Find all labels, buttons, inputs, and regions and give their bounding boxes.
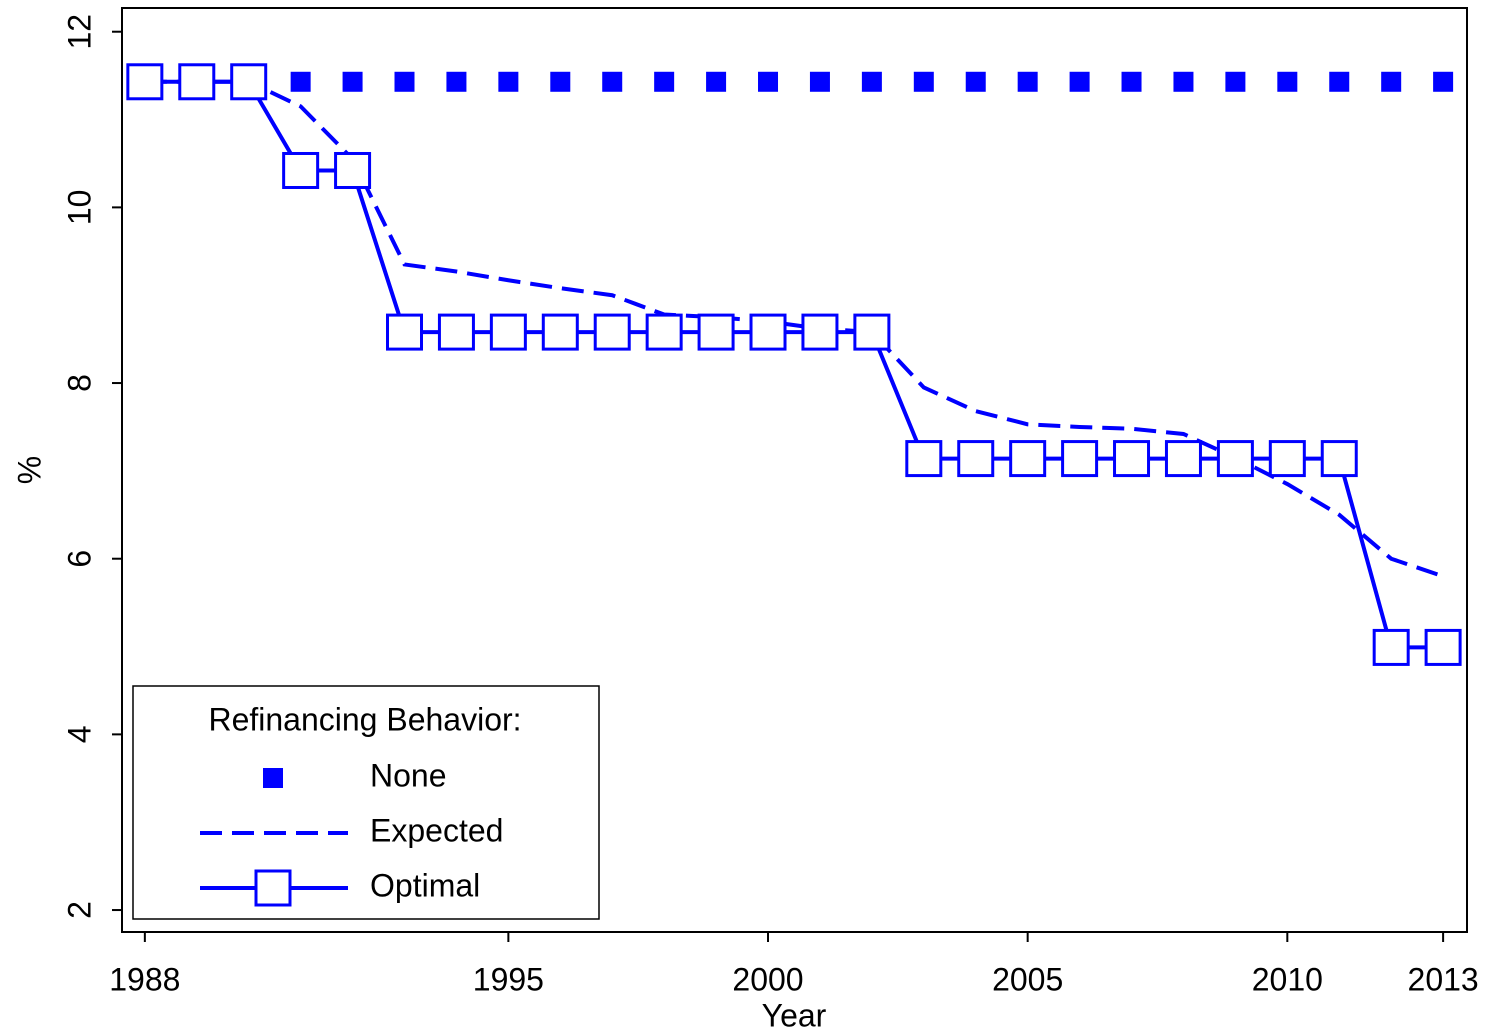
marker	[1061, 440, 1099, 478]
marker	[1381, 71, 1402, 92]
marker	[1268, 440, 1306, 478]
marker	[1069, 71, 1090, 92]
legend-marker	[263, 768, 283, 788]
legend-label: None	[370, 757, 447, 793]
legend: Refinancing Behavior: None Expected Optima…	[132, 685, 600, 920]
marker	[550, 71, 571, 92]
x-tick-label: 2005	[992, 961, 1063, 997]
marker	[1225, 71, 1246, 92]
y-tick-label: 10	[61, 190, 97, 226]
legend-title: Refinancing Behavior:	[208, 701, 521, 737]
marker	[1329, 71, 1350, 92]
y-tick-label: 4	[61, 725, 97, 743]
legend-marker	[254, 869, 292, 907]
marker	[334, 151, 372, 189]
x-tick-label: 2013	[1408, 961, 1479, 997]
plot-area	[126, 63, 1462, 666]
marker	[957, 440, 995, 478]
marker	[913, 71, 934, 92]
y-tick-label: 8	[61, 374, 97, 392]
marker	[1173, 71, 1194, 92]
y-tick-label: 6	[61, 550, 97, 568]
marker	[386, 313, 424, 351]
marker	[1320, 440, 1358, 478]
marker	[1164, 440, 1202, 478]
marker	[809, 71, 830, 92]
legend-label: Expected	[370, 812, 503, 848]
marker	[801, 313, 839, 351]
marker	[498, 71, 519, 92]
marker	[697, 313, 735, 351]
y-axis-title: %	[11, 456, 47, 484]
marker	[394, 71, 415, 92]
legend-label: Optimal	[370, 867, 480, 903]
y-tick-label: 2	[61, 901, 97, 919]
x-tick-label: 1995	[473, 961, 544, 997]
marker	[230, 63, 268, 101]
marker	[654, 71, 675, 92]
y-tick-label: 12	[61, 14, 97, 50]
marker	[541, 313, 579, 351]
legend-box	[132, 685, 600, 920]
marker	[706, 71, 727, 92]
marker	[905, 440, 943, 478]
marker	[126, 63, 164, 101]
marker	[861, 71, 882, 92]
marker	[593, 313, 631, 351]
marker	[749, 313, 787, 351]
x-tick-label: 1988	[109, 961, 180, 997]
x-axis-title: Year	[762, 997, 827, 1033]
marker	[602, 71, 623, 92]
marker	[1372, 628, 1410, 666]
marker	[437, 313, 475, 351]
marker	[645, 313, 683, 351]
marker	[965, 71, 986, 92]
marker	[758, 71, 779, 92]
marker	[290, 71, 311, 92]
marker	[446, 71, 467, 92]
marker	[1121, 71, 1142, 92]
marker	[853, 313, 891, 351]
marker	[1277, 71, 1298, 92]
marker	[1433, 71, 1454, 92]
marker	[1009, 440, 1047, 478]
marker	[1017, 71, 1038, 92]
marker	[1216, 440, 1254, 478]
marker	[178, 63, 216, 101]
x-tick-label: 2000	[732, 961, 803, 997]
marker	[1113, 440, 1151, 478]
marker	[342, 71, 363, 92]
marker	[282, 151, 320, 189]
x-tick-label: 2010	[1252, 961, 1323, 997]
plot-frame	[121, 7, 1468, 933]
marker	[1424, 628, 1462, 666]
marker	[489, 313, 527, 351]
